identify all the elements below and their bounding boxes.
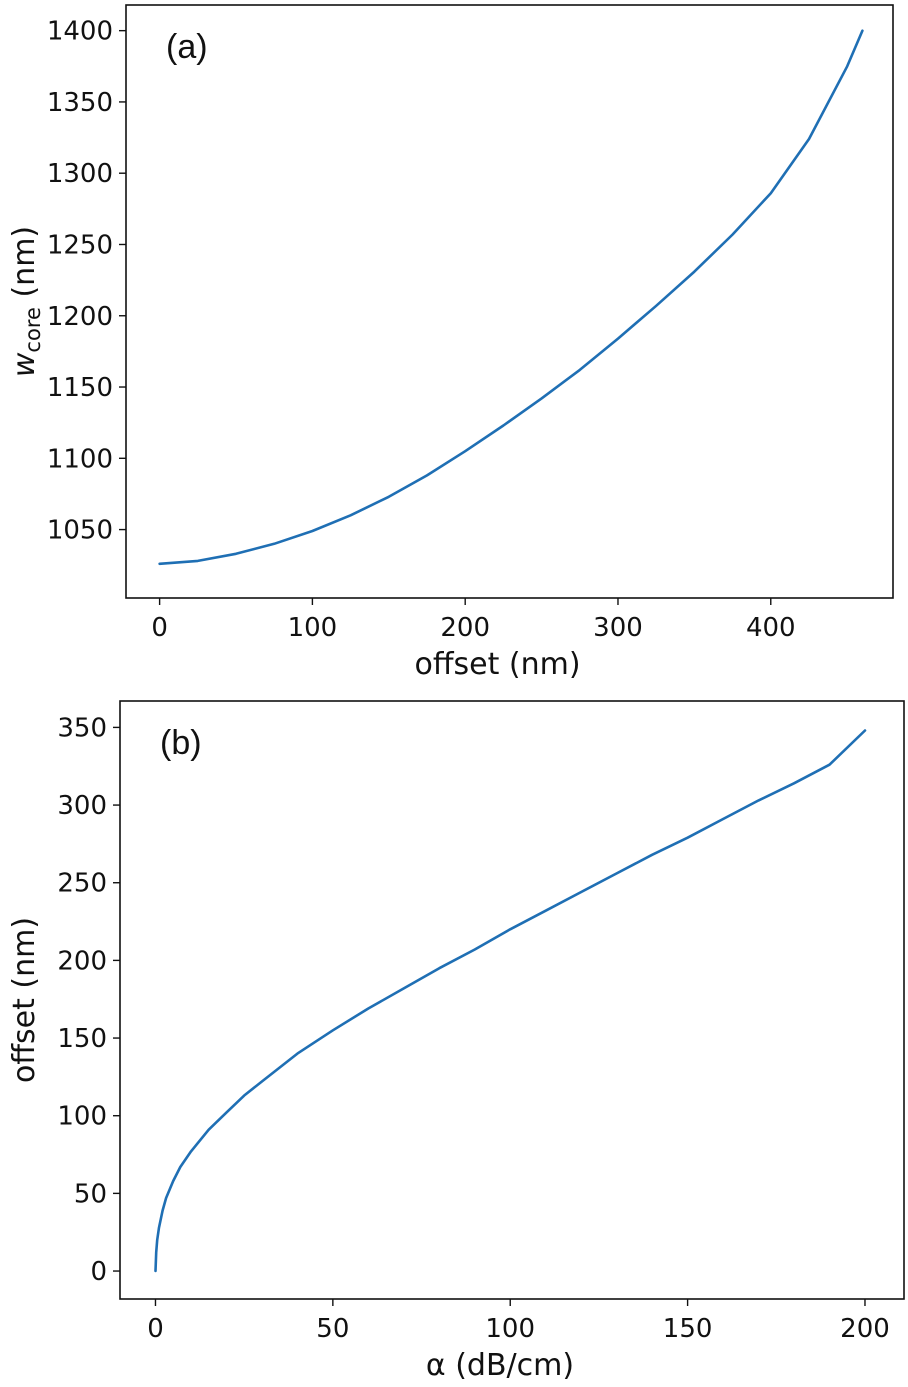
- y-tick-label: 200: [57, 946, 107, 976]
- plot-frame: [125, 4, 894, 599]
- x-tick-label: 100: [288, 613, 338, 643]
- y-tick-label: 350: [57, 713, 107, 743]
- x-tick-label: 200: [440, 613, 490, 643]
- y-tick-label: 250: [57, 869, 107, 899]
- x-tick-label: 400: [746, 613, 796, 643]
- x-tick-label: 200: [840, 1314, 890, 1344]
- chart-panel-b: 0 50 100 150 200 0 50 100 150 200 250 300 350 (b) α (d…: [7, 700, 905, 1383]
- panel-label: (b): [160, 724, 202, 762]
- y-tick-label: 100: [57, 1102, 107, 1132]
- y-tick-label: 1250: [47, 230, 113, 260]
- x-axis-label: α (dB/cm): [426, 1348, 574, 1383]
- y-tick-label: 1050: [47, 516, 113, 546]
- y-tick-label: 1150: [47, 373, 113, 403]
- chart-panel-a: 0 100 200 300 400 1050 1100 1150 1200 1250 1300 135…: [7, 4, 894, 682]
- y-tick-label: 1400: [47, 17, 113, 47]
- y-axis-label-symbol: w: [7, 352, 42, 377]
- series-line-0: [154, 729, 867, 1273]
- y-tick-label: 0: [90, 1257, 107, 1287]
- x-tick-label: 100: [485, 1314, 535, 1344]
- y-axis-label: wcore (nm): [7, 226, 45, 377]
- y-tick-label: 150: [57, 1024, 107, 1054]
- y-tick-label: 1200: [47, 302, 113, 332]
- y-tick-label: 1300: [47, 159, 113, 189]
- x-tick-label: 150: [663, 1314, 713, 1344]
- y-axis-label: offset (nm): [7, 917, 42, 1083]
- y-tick-label: 1100: [47, 444, 113, 474]
- x-tick-label: 50: [316, 1314, 349, 1344]
- series-line-0: [158, 29, 864, 566]
- x-tick-label: 0: [151, 613, 168, 643]
- y-tick-label: 1350: [47, 88, 113, 118]
- panel-label: (a): [166, 28, 208, 66]
- y-tick-label: 50: [74, 1179, 107, 1209]
- y-tick-label: 300: [57, 791, 107, 821]
- plot-frame: [119, 700, 905, 1300]
- x-axis-label: offset (nm): [414, 647, 580, 682]
- x-tick-label: 0: [147, 1314, 164, 1344]
- y-axis-label-unit: (nm): [7, 226, 42, 307]
- x-tick-label: 300: [593, 613, 643, 643]
- y-axis-label-subscript: core: [21, 307, 45, 353]
